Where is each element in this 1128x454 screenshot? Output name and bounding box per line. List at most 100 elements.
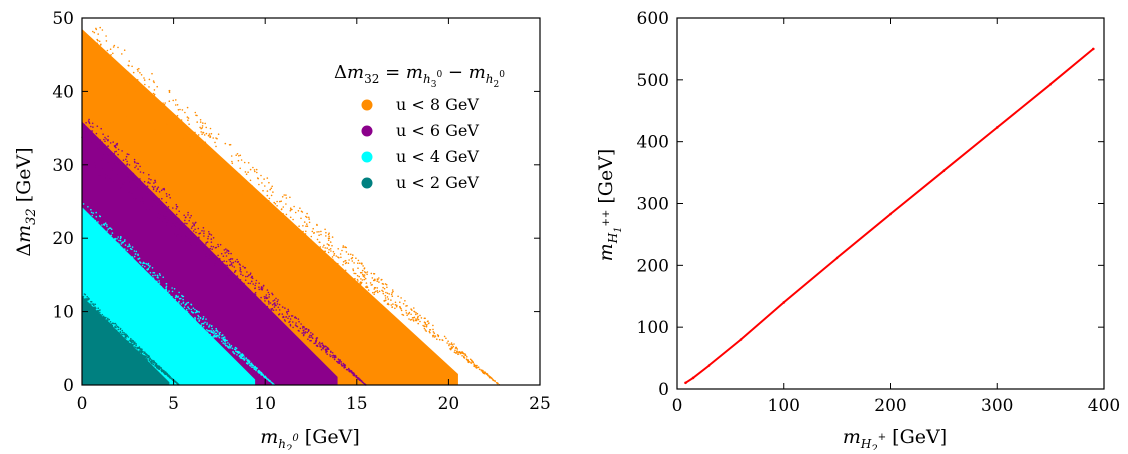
scatter-point xyxy=(348,369,351,371)
scatter-point xyxy=(202,243,204,246)
scatter-point xyxy=(360,380,363,383)
scatter-point xyxy=(217,331,219,333)
scatter-point xyxy=(246,275,249,278)
scatter-point xyxy=(119,68,121,71)
scatter-point xyxy=(196,121,198,123)
scatter-point xyxy=(356,376,359,379)
scatter-point xyxy=(114,99,117,101)
scatter-point xyxy=(341,249,343,252)
scatter-point xyxy=(144,265,146,268)
scatter-point xyxy=(294,324,297,326)
scatter-point xyxy=(197,134,200,136)
scatter-point xyxy=(131,343,133,346)
scatter-point xyxy=(355,257,357,260)
scatter-point xyxy=(233,352,235,354)
scatter-point xyxy=(134,253,137,255)
scatter-point xyxy=(135,347,137,349)
scatter-point xyxy=(206,323,208,326)
scatter-point xyxy=(250,196,253,199)
scatter-point xyxy=(222,255,225,257)
scatter-point xyxy=(387,303,390,306)
scatter-point xyxy=(180,303,183,305)
scatter-point xyxy=(303,330,305,332)
scatter-point xyxy=(235,154,237,156)
scatter-point xyxy=(125,158,127,161)
scatter-point xyxy=(104,222,106,225)
scatter-point xyxy=(132,111,134,114)
scatter-point xyxy=(86,138,88,141)
scatter-point xyxy=(324,250,327,253)
scatter-point xyxy=(111,168,114,171)
scatter-point xyxy=(205,126,207,129)
scatter-point xyxy=(200,131,202,133)
scatter-point xyxy=(104,147,106,149)
scatter-point xyxy=(109,142,112,144)
scatter-point xyxy=(119,334,121,337)
scatter-point xyxy=(87,206,89,208)
scatter-point xyxy=(257,192,260,195)
scatter-point xyxy=(210,241,213,243)
scatter-point xyxy=(115,72,118,74)
scatter-point xyxy=(223,340,226,342)
scatter-point xyxy=(236,354,238,356)
scatter-point xyxy=(132,71,135,74)
scatter-point xyxy=(136,273,139,276)
scatter-point xyxy=(215,327,217,330)
scatter-point xyxy=(332,356,334,359)
scatter-point xyxy=(185,310,188,312)
scatter-point xyxy=(117,328,120,331)
scatter-point xyxy=(365,282,368,284)
scatter-point xyxy=(145,124,148,126)
scatter-point xyxy=(143,355,146,358)
scatter-point xyxy=(289,323,292,326)
scatter-point xyxy=(190,310,193,313)
scatter-point xyxy=(130,83,133,86)
scatter-point xyxy=(123,333,126,336)
scatter-point xyxy=(95,312,97,315)
scatter-point xyxy=(306,212,308,215)
scatter-point xyxy=(152,271,154,274)
scatter-point xyxy=(88,118,90,121)
scatter-point xyxy=(408,318,410,320)
scatter-point xyxy=(107,249,109,252)
scatter-point xyxy=(85,308,88,310)
scatter-point xyxy=(119,239,122,242)
scatter-point xyxy=(163,215,165,217)
scatter-point xyxy=(156,274,159,277)
scatter-point xyxy=(106,164,109,166)
scatter-point xyxy=(133,348,135,350)
scatter-point xyxy=(137,162,140,165)
scatter-point xyxy=(322,347,325,350)
scatter-point xyxy=(144,123,147,126)
scatter-point xyxy=(319,251,322,253)
scatter-point xyxy=(452,345,455,348)
scatter-point xyxy=(109,93,112,96)
scatter-point xyxy=(154,109,156,111)
scatter-point xyxy=(159,274,161,277)
scatter-point xyxy=(185,235,187,237)
scatter-point xyxy=(234,191,237,194)
scatter-point xyxy=(148,173,150,176)
scatter-point xyxy=(85,222,87,224)
scatter-point xyxy=(218,257,221,260)
scatter-point xyxy=(161,370,163,373)
scatter-point xyxy=(227,252,230,255)
scatter-point xyxy=(158,282,161,284)
scatter-point xyxy=(92,223,95,226)
scatter-point xyxy=(214,263,216,265)
scatter-point xyxy=(223,264,226,267)
scatter-point xyxy=(84,218,87,220)
scatter-point xyxy=(96,42,98,45)
scatter-point xyxy=(260,296,262,299)
scatter-point xyxy=(344,260,346,262)
scatter-point xyxy=(119,81,122,84)
scatter-point xyxy=(378,290,381,293)
scatter-point xyxy=(152,92,155,95)
scatter-point xyxy=(312,333,314,336)
scatter-point xyxy=(333,254,335,257)
scatter-point xyxy=(130,346,133,349)
scatter-point xyxy=(272,191,274,193)
scatter-point xyxy=(95,231,98,233)
scatter-point xyxy=(97,321,100,324)
scatter-point xyxy=(126,249,129,252)
